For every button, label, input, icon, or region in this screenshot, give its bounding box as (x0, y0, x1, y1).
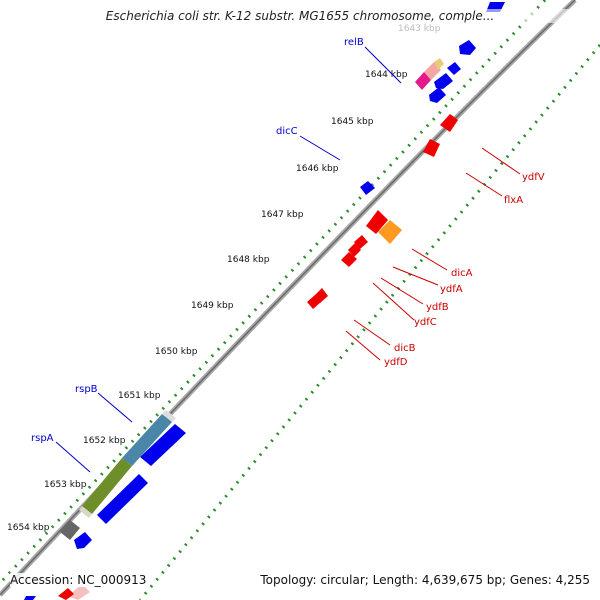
gene-forward[interactable] (459, 40, 476, 55)
gene-forward[interactable] (360, 181, 375, 195)
accession-text: Accession: NC_000913 (10, 573, 147, 587)
gene-block-grey[interactable] (60, 520, 80, 540)
gene-label-rspB[interactable]: rspB (75, 384, 98, 395)
map-title: Escherichia coli str. K-12 substr. MG165… (0, 9, 600, 23)
tick-label: 1654 kbp (7, 523, 50, 533)
gene-reverse[interactable] (348, 243, 361, 257)
gene-label-dicA[interactable]: dicA (451, 268, 473, 279)
tick-label: 1643 kbp (398, 24, 441, 34)
reverse-gene-labels: ydfV flxA dicA ydfA ydfB ydfC dicB ydfD (384, 172, 545, 368)
tick-label: 1652 kbp (83, 436, 126, 446)
tick-label: 1644 kbp (365, 70, 408, 80)
gene-block-rspB[interactable] (122, 414, 172, 466)
gene-label-relB[interactable]: relB (344, 37, 364, 48)
forward-gene-labels: relB dicC rspB rspA (31, 37, 364, 444)
gene-block-relB-2[interactable] (434, 58, 444, 70)
reverse-genes (58, 114, 458, 600)
genome-summary-text: Topology: circular; Length: 4,639,675 bp… (260, 573, 590, 587)
tick-labels: 1643 kbp 1644 kbp 1645 kbp 1646 kbp 1647… (7, 24, 441, 533)
gene-reverse[interactable] (440, 114, 458, 132)
tick-label: 1653 kbp (44, 480, 87, 490)
gene-forward[interactable] (74, 532, 92, 549)
gene-label-dicB[interactable]: dicB (394, 343, 416, 354)
gene-label-dicC[interactable]: dicC (276, 126, 298, 137)
gene-forward[interactable] (429, 87, 446, 103)
gene-label-ydfB[interactable]: ydfB (426, 302, 449, 313)
gene-label-flxA[interactable]: flxA (504, 195, 523, 206)
reverse-leader-lines (345, 147, 521, 361)
tick-label: 1645 kbp (331, 117, 374, 127)
gene-label-ydfC[interactable]: ydfC (414, 317, 437, 328)
forward-genes (24, 2, 505, 600)
forward-leader-lines (55, 46, 402, 473)
gene-forward[interactable] (434, 73, 453, 89)
gene-block-bottom-pink[interactable] (68, 584, 90, 600)
tick-label: 1651 kbp (118, 391, 161, 401)
tick-label: 1646 kbp (296, 164, 339, 174)
gene-label-ydfD[interactable]: ydfD (384, 357, 408, 368)
gene-label-ydfA[interactable]: ydfA (440, 284, 463, 295)
gene-forward[interactable] (24, 596, 36, 600)
gene-reverse[interactable] (341, 252, 357, 267)
gene-reverse[interactable] (307, 295, 321, 309)
gene-label-rspA[interactable]: rspA (31, 433, 54, 444)
gene-block-relB-3[interactable] (415, 72, 431, 90)
tick-label: 1649 kbp (191, 301, 234, 311)
tick-label: 1647 kbp (261, 210, 304, 220)
gene-block-rspA-light[interactable] (79, 506, 92, 518)
gene-label-ydfV[interactable]: ydfV (522, 172, 545, 183)
tick-label: 1648 kbp (227, 255, 270, 265)
gene-block-rspA[interactable] (82, 458, 132, 514)
gene-reverse[interactable] (354, 235, 368, 249)
colored-gene-blocks (60, 58, 444, 600)
tick-label: 1650 kbp (155, 347, 198, 357)
tick-track-inner (0, 0, 547, 585)
gene-forward[interactable] (140, 424, 186, 466)
gene-reverse[interactable] (423, 139, 440, 157)
gene-block-orange[interactable] (378, 220, 402, 244)
gene-forward[interactable] (447, 62, 461, 75)
gene-reverse[interactable] (366, 210, 388, 234)
tick-track-outer (138, 44, 600, 600)
gene-reverse[interactable] (58, 588, 74, 600)
gene-block-rspB-light[interactable] (162, 410, 176, 422)
gene-forward[interactable] (97, 474, 148, 524)
